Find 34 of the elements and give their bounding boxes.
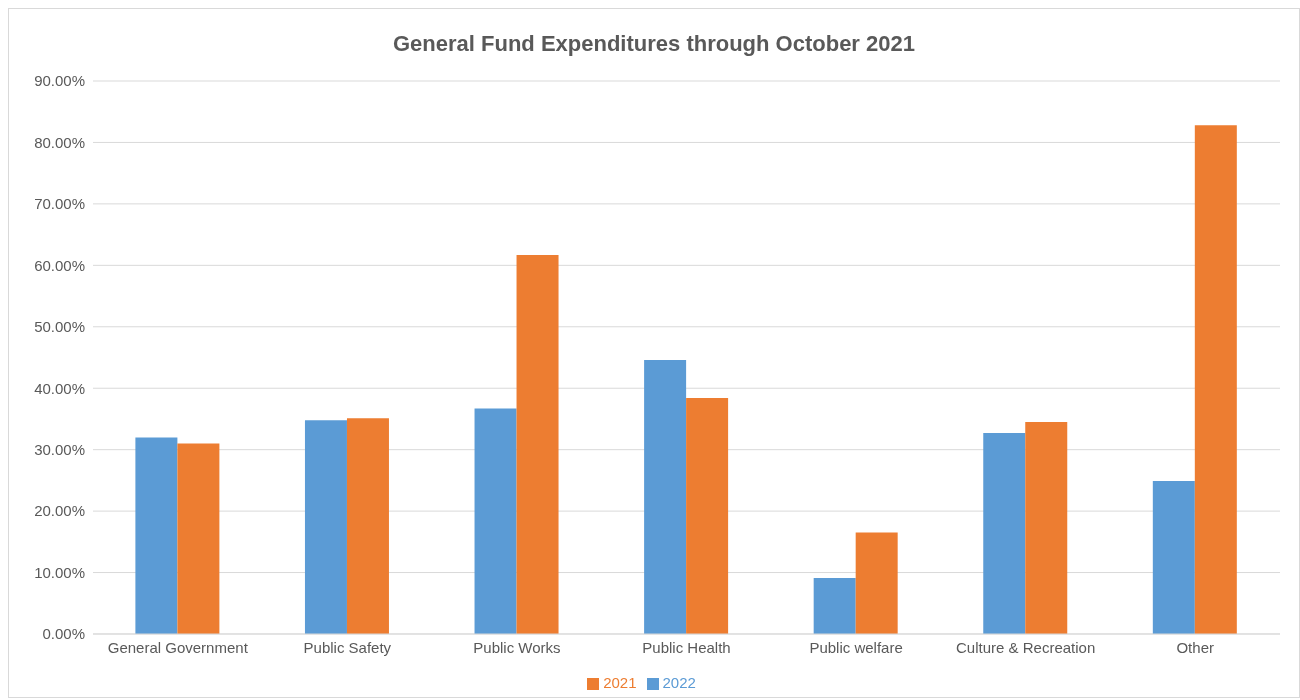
bar	[644, 359, 687, 634]
x-tick-label: Public welfare	[809, 638, 903, 656]
bar	[1152, 481, 1195, 634]
x-tick-label: Public Health	[642, 638, 731, 656]
y-tick-label: 70.00%	[34, 195, 85, 213]
y-tick-label: 30.00%	[34, 440, 85, 458]
x-tick-label: Other	[1176, 638, 1214, 656]
bar	[1194, 125, 1237, 634]
bar	[813, 578, 856, 634]
bar	[135, 437, 178, 634]
bar	[304, 420, 347, 634]
x-tick-label: General Government	[107, 638, 249, 656]
bar	[474, 408, 517, 634]
bar	[177, 443, 220, 634]
bar	[686, 398, 729, 634]
chart-title: General Fund Expenditures through October 2021	[392, 30, 916, 58]
y-tick-label: 60.00%	[34, 256, 85, 274]
y-tick-label: 80.00%	[34, 133, 85, 151]
bar	[346, 418, 389, 634]
y-tick-label: 10.00%	[34, 563, 85, 581]
y-tick-label: 0.00%	[42, 625, 85, 643]
y-tick-label: 20.00%	[34, 502, 85, 520]
x-tick-label: Public Safety	[303, 638, 392, 656]
y-tick-label: 50.00%	[34, 318, 85, 336]
bar	[855, 532, 898, 634]
x-tick-label: Public Works	[473, 638, 561, 656]
y-tick-label: 40.00%	[34, 379, 85, 397]
x-tick-label: Culture & Recreation	[956, 638, 1096, 656]
y-tick-label: 90.00%	[34, 72, 85, 90]
bar	[983, 433, 1026, 634]
bar	[516, 254, 559, 634]
legend-label: 2021	[603, 674, 637, 691]
legend-label: 2022	[662, 674, 696, 691]
bar	[1025, 422, 1068, 634]
